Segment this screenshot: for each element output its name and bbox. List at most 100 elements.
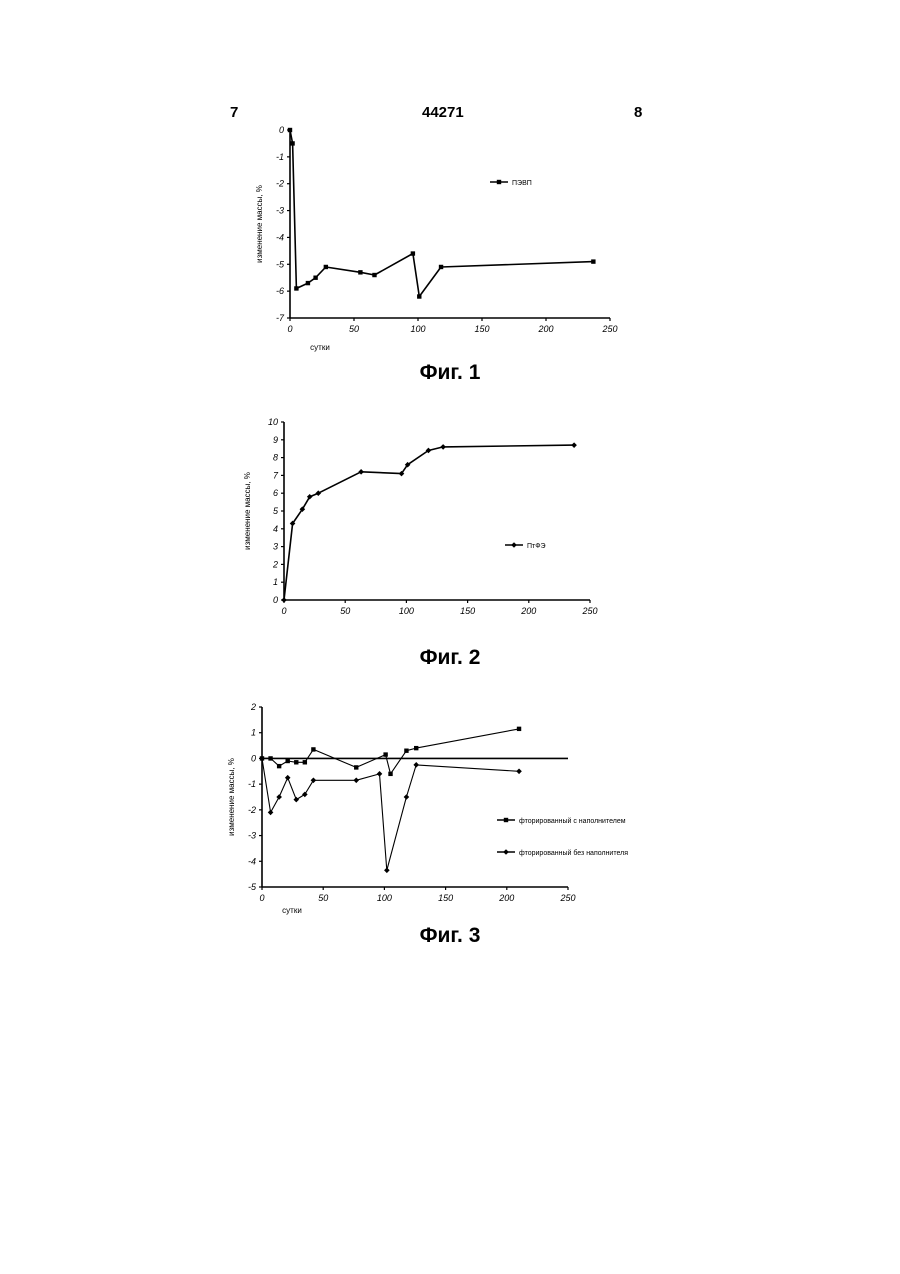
series-1-point: [290, 141, 294, 145]
series-1-point: [294, 286, 298, 290]
series-1-point: [388, 772, 392, 776]
legend-label-1: фторированный с наполнителем: [519, 817, 626, 825]
series-2-point: [311, 777, 317, 783]
x-tick-label: 150: [438, 893, 453, 903]
series-1-point: [354, 765, 358, 769]
y-tick-label: 4: [273, 524, 278, 534]
y-tick-label: -5: [248, 882, 257, 892]
series-1-point: [439, 265, 443, 269]
y-tick-label: 2: [272, 559, 278, 569]
y-tick-label: -3: [248, 831, 256, 841]
figure-1-chart: 0-1-2-3-4-5-6-7050100150200250изменение …: [0, 118, 900, 368]
figure-3-chart: 210-1-2-3-4-5050100150200250изменение ма…: [0, 697, 900, 922]
y-tick-label: 0: [273, 595, 278, 605]
series-2-point: [384, 867, 390, 873]
y-tick-label: 3: [273, 542, 278, 552]
y-tick-label: -7: [276, 313, 285, 323]
y-tick-label: 5: [273, 506, 279, 516]
series-1-point: [358, 270, 362, 274]
series-2-point: [293, 797, 299, 803]
series-1-line: [284, 445, 574, 600]
figure-2-caption: Фиг. 2: [0, 646, 900, 670]
x-tick-label: 200: [537, 324, 553, 334]
series-1-point: [281, 597, 287, 603]
figure-2-chart: 012345678910050100150200250изменение мас…: [0, 410, 900, 650]
series-1-point: [277, 764, 281, 768]
series-2-point: [353, 777, 359, 783]
y-tick-label: -1: [276, 152, 284, 162]
series-1-point: [383, 752, 387, 756]
x-tick-label: 50: [349, 324, 359, 334]
series-1-point: [591, 259, 595, 263]
x-tick-label: 100: [399, 606, 414, 616]
y-tick-label: 10: [268, 417, 278, 427]
y-tick-label: 1: [251, 728, 256, 738]
legend-marker-2: [503, 849, 509, 855]
y-tick-label: -2: [248, 805, 256, 815]
x-tick-label: 250: [581, 606, 597, 616]
x-tick-label: 200: [520, 606, 536, 616]
series-1-point: [517, 727, 521, 731]
x-tick-label: 250: [559, 893, 575, 903]
legend-marker-1: [497, 180, 501, 184]
series-1-point: [571, 442, 577, 448]
series-1-point: [313, 276, 317, 280]
y-tick-label: 7: [273, 470, 279, 480]
series-1-point: [404, 749, 408, 753]
y-tick-label: -3: [276, 206, 284, 216]
x-tick-label: 0: [259, 893, 264, 903]
y-axis-label: изменение массы, %: [255, 185, 264, 263]
y-tick-label: 0: [251, 753, 256, 763]
series-2-point: [404, 794, 410, 800]
y-tick-label: -6: [276, 286, 284, 296]
x-tick-label: 50: [340, 606, 350, 616]
y-tick-label: 6: [273, 488, 278, 498]
y-axis-label: изменение массы, %: [227, 758, 236, 836]
x-tick-label: 150: [474, 324, 489, 334]
y-tick-label: 9: [273, 435, 278, 445]
x-tick-label: 0: [281, 606, 286, 616]
x-tick-label: 200: [498, 893, 514, 903]
y-tick-label: 1: [273, 577, 278, 587]
x-tick-label: 0: [287, 324, 292, 334]
y-tick-label: -5: [276, 259, 285, 269]
x-tick-label: 50: [318, 893, 328, 903]
y-tick-label: -4: [276, 232, 284, 242]
x-tick-label: 250: [601, 324, 617, 334]
x-tick-label: 150: [460, 606, 475, 616]
y-tick-label: -4: [248, 856, 256, 866]
series-2-point: [276, 794, 282, 800]
series-1-line: [262, 729, 519, 774]
series-1-point: [294, 760, 298, 764]
series-1-point: [372, 273, 376, 277]
figure-1-caption: Фиг. 1: [0, 361, 900, 385]
y-tick-label: 2: [250, 702, 256, 712]
series-1-point: [414, 746, 418, 750]
series-2-point: [285, 775, 291, 781]
figure-3-caption: Фиг. 3: [0, 924, 900, 948]
x-tick-label: 100: [377, 893, 392, 903]
y-tick-label: 0: [279, 125, 284, 135]
series-1-point: [315, 490, 321, 496]
legend-label-1: ПтФЭ: [527, 543, 546, 550]
x-tick-label: 100: [410, 324, 425, 334]
series-1-point: [440, 444, 446, 450]
series-1-point: [411, 251, 415, 255]
legend-label-1: ПЭВП: [512, 180, 532, 187]
series-1-point: [288, 128, 292, 132]
series-1-point: [417, 294, 421, 298]
y-tick-label: -1: [248, 779, 256, 789]
x-axis-label: сутки: [282, 906, 302, 915]
series-2-point: [377, 771, 383, 777]
legend-marker-1: [511, 542, 517, 548]
y-tick-label: 8: [273, 453, 278, 463]
series-1-point: [303, 760, 307, 764]
series-1-point: [311, 747, 315, 751]
series-2-point: [302, 792, 308, 798]
y-axis-label: изменение массы, %: [243, 472, 252, 550]
series-2-point: [413, 762, 419, 768]
series-1-point: [268, 756, 272, 760]
series-1-point: [324, 265, 328, 269]
legend-marker-1: [504, 818, 508, 822]
series-2-point: [516, 768, 522, 774]
